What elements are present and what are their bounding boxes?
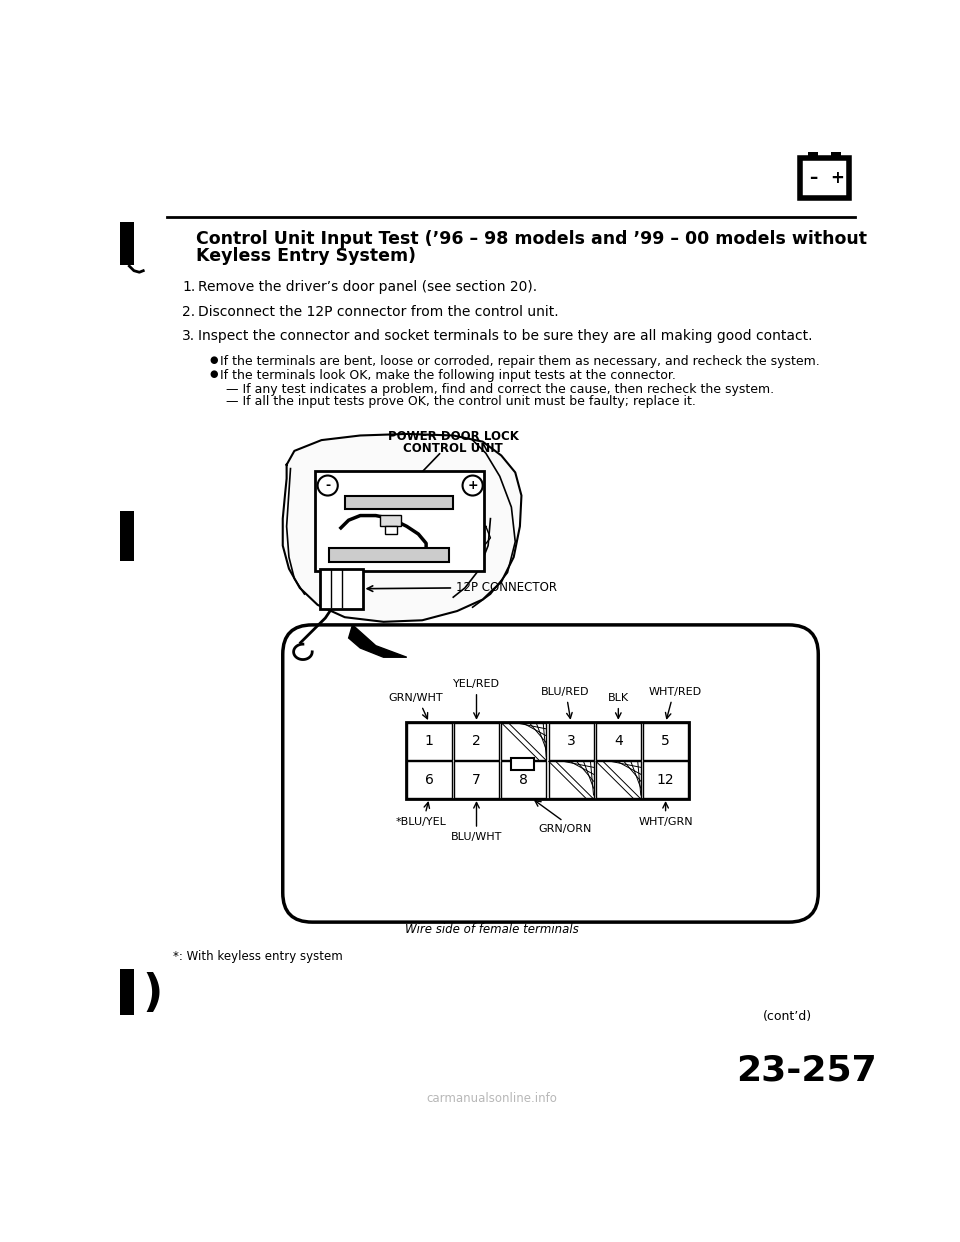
Text: 3.: 3. — [182, 329, 195, 343]
Bar — [831, 152, 841, 160]
Bar — [407, 761, 452, 799]
Text: Remove the driver’s door panel (see section 20).: Remove the driver’s door panel (see sect… — [198, 279, 537, 294]
Text: 12P CONNECTOR: 12P CONNECTOR — [456, 581, 557, 595]
Text: ): ) — [142, 972, 163, 1015]
Bar — [643, 761, 688, 799]
Text: 2.: 2. — [182, 304, 195, 319]
Text: BLK: BLK — [608, 693, 629, 703]
Bar — [329, 548, 449, 561]
Text: WHT/GRN: WHT/GRN — [638, 817, 693, 827]
Bar — [379, 514, 401, 527]
Bar — [454, 761, 499, 799]
Bar — [501, 761, 546, 799]
Bar — [596, 723, 641, 760]
Text: — If all the input tests prove OK, the control unit must be faulty; replace it.: — If all the input tests prove OK, the c… — [227, 395, 696, 409]
Text: 6: 6 — [424, 773, 434, 786]
Bar — [643, 723, 688, 760]
Text: 2: 2 — [472, 734, 481, 748]
Text: WHT/RED: WHT/RED — [648, 687, 702, 697]
Text: BLU/WHT: BLU/WHT — [451, 832, 502, 842]
Text: ●: ● — [209, 355, 218, 365]
Bar — [320, 569, 363, 609]
Text: GRN/ORN: GRN/ORN — [539, 825, 591, 835]
FancyBboxPatch shape — [283, 625, 818, 922]
Bar — [808, 152, 818, 160]
Bar — [454, 723, 499, 760]
Text: GRN/WHT: GRN/WHT — [388, 693, 443, 703]
Bar — [120, 222, 134, 265]
Text: +: + — [830, 169, 844, 188]
Text: 7: 7 — [472, 773, 481, 786]
Text: +: + — [468, 479, 478, 492]
Text: 4: 4 — [614, 734, 623, 748]
Text: *BLU/YEL: *BLU/YEL — [396, 817, 447, 827]
Text: Disconnect the 12P connector from the control unit.: Disconnect the 12P connector from the co… — [198, 304, 558, 319]
Bar — [596, 761, 641, 799]
Text: Keyless Entry System): Keyless Entry System) — [196, 247, 416, 265]
Text: ●: ● — [209, 369, 218, 379]
Text: 1: 1 — [424, 734, 434, 748]
FancyBboxPatch shape — [315, 471, 484, 571]
Text: (cont’d): (cont’d) — [763, 1010, 812, 1023]
Text: POWER DOOR LOCK: POWER DOOR LOCK — [388, 430, 518, 443]
Text: YEL/RED: YEL/RED — [453, 679, 500, 689]
Polygon shape — [283, 433, 521, 622]
Bar — [407, 723, 452, 760]
Text: 23-257: 23-257 — [736, 1053, 876, 1088]
Bar — [120, 969, 134, 1015]
Bar — [120, 510, 134, 561]
Text: Wire side of female terminals: Wire side of female terminals — [405, 923, 579, 936]
Bar — [801, 158, 849, 199]
Bar — [548, 761, 593, 799]
Bar — [345, 496, 453, 509]
Text: Control Unit Input Test (’96 – 98 models and ’99 – 00 models without: Control Unit Input Test (’96 – 98 models… — [196, 230, 867, 248]
Text: *: With keyless entry system: *: With keyless entry system — [173, 950, 343, 963]
Bar — [511, 758, 534, 770]
Bar — [501, 723, 546, 760]
Bar — [548, 723, 593, 760]
Bar — [385, 527, 396, 534]
Text: CONTROL UNIT: CONTROL UNIT — [403, 442, 503, 455]
Text: –: – — [808, 169, 817, 188]
Text: If the terminals are bent, loose or corroded, repair them as necessary, and rech: If the terminals are bent, loose or corr… — [220, 355, 820, 369]
Text: 1.: 1. — [182, 279, 195, 294]
Polygon shape — [348, 625, 407, 657]
Text: If the terminals look OK, make the following input tests at the connector.: If the terminals look OK, make the follo… — [220, 369, 676, 383]
Text: 8: 8 — [519, 773, 528, 786]
Bar — [406, 722, 689, 799]
Text: 3: 3 — [566, 734, 575, 748]
Text: Inspect the connector and socket terminals to be sure they are all making good c: Inspect the connector and socket termina… — [198, 329, 812, 343]
Text: 12: 12 — [657, 773, 675, 786]
Text: 5: 5 — [661, 734, 670, 748]
Text: carmanualsonline.info: carmanualsonline.info — [426, 1092, 558, 1105]
Text: — If any test indicates a problem, find and correct the cause, then recheck the : — If any test indicates a problem, find … — [227, 383, 775, 396]
Text: -: - — [325, 479, 330, 492]
Text: BLU/RED: BLU/RED — [540, 687, 589, 697]
